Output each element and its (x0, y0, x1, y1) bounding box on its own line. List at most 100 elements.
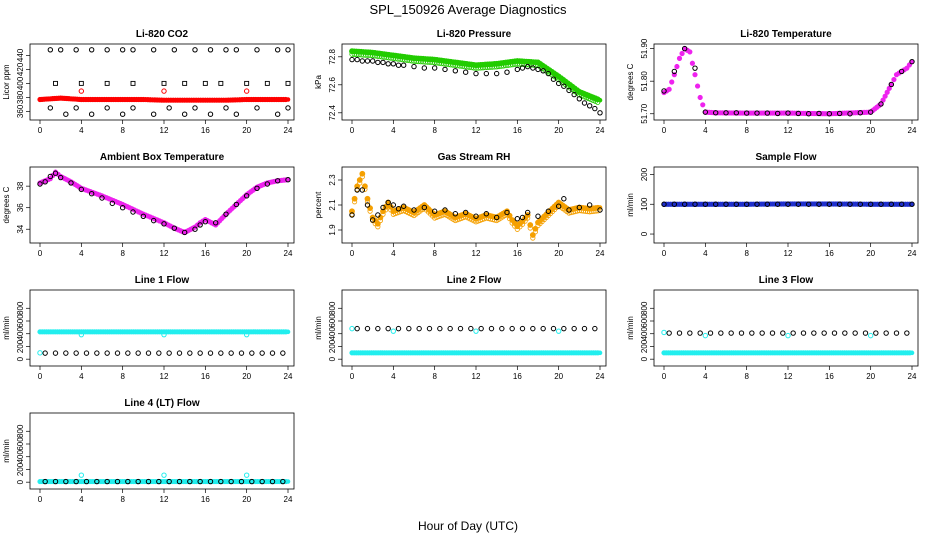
data-point (197, 222, 203, 228)
data-point (37, 181, 43, 187)
x-tick-label: 0 (662, 372, 667, 381)
plot-frame (29, 412, 295, 490)
data-point (88, 190, 95, 197)
y-axis-label: Licor ppm (2, 64, 11, 99)
y-axis-label: ml/min (314, 316, 323, 340)
data-point (592, 105, 598, 112)
data-point (676, 330, 683, 336)
data-point (519, 221, 526, 227)
data-point (354, 187, 360, 193)
x-tick-label: 4 (79, 372, 84, 381)
data-point (826, 201, 833, 207)
x-tick-label: 20 (554, 126, 563, 135)
data-point (592, 325, 598, 332)
x-tick-label: 12 (472, 126, 481, 135)
data-point (723, 110, 729, 116)
data-point (712, 110, 719, 116)
data-point (499, 325, 505, 332)
y-tick-label: 200 (16, 462, 25, 476)
data-point (421, 65, 428, 71)
data-point (785, 110, 791, 116)
series-box-temp-range (37, 169, 291, 236)
x-tick-label: 4 (391, 249, 396, 258)
panel-title: Li-820 Pressure (437, 29, 512, 40)
series-rh-average (349, 187, 603, 223)
x-tick-label: 16 (825, 249, 834, 258)
panel-line-4-lt-flow: Line 4 (LT) Flow ml/min 0 4 8 12 16 20 24 0 200400… (2, 398, 295, 504)
data-point (571, 91, 577, 98)
x-tick-label: 0 (350, 249, 355, 258)
data-point (679, 50, 685, 57)
y-tick-label: 2.1 (328, 199, 337, 211)
series-co2-spike (78, 88, 250, 94)
x-tick-label: 0 (662, 249, 667, 258)
data-point (671, 68, 678, 75)
y-tick-label: 800 (16, 424, 25, 438)
x-tick-label: 16 (825, 126, 834, 135)
data-point (99, 195, 105, 201)
data-point (504, 69, 510, 75)
data-point (171, 47, 178, 53)
data-point (712, 201, 719, 207)
data-point (243, 88, 250, 94)
data-point (493, 214, 500, 221)
data-point (733, 201, 740, 207)
data-point (478, 325, 484, 332)
data-point (181, 229, 188, 236)
panel-title: Line 4 (LT) Flow (124, 398, 200, 409)
data-point (780, 330, 786, 336)
data-point (661, 201, 667, 207)
data-point (181, 111, 188, 117)
data-point (540, 68, 546, 74)
data-point (884, 89, 890, 95)
data-point (836, 110, 843, 117)
x-tick-label: 20 (554, 372, 563, 381)
data-point (586, 202, 593, 208)
data-point (104, 105, 110, 111)
data-point (468, 325, 474, 332)
x-tick-label: 4 (79, 249, 84, 258)
data-point (426, 325, 433, 332)
data-point (145, 350, 152, 356)
data-point (694, 83, 701, 89)
data-point (228, 350, 234, 356)
data-point (192, 47, 198, 53)
series-rh-range (349, 170, 603, 241)
data-point (285, 479, 291, 484)
data-point (109, 200, 116, 207)
x-tick-label: 4 (391, 372, 396, 381)
data-point (462, 209, 469, 216)
data-point (561, 83, 567, 89)
x-tick-label: 24 (596, 372, 605, 381)
x-tick-label: 8 (744, 249, 749, 258)
data-point (400, 203, 407, 209)
data-point (161, 221, 167, 227)
data-point (166, 350, 172, 356)
x-tick-label: 0 (350, 126, 355, 135)
panel-sample-flow: Sample Flow ml/min 0 4 8 12 16 20 24 0 100 200 (626, 152, 919, 258)
y-axis-label: ml/min (2, 316, 11, 340)
y-tick-label: 36 (16, 203, 25, 212)
data-point (545, 70, 552, 77)
data-point (571, 325, 577, 332)
data-point (681, 45, 688, 52)
y-tick-label: 400 (16, 76, 25, 90)
plot-frame (341, 43, 607, 121)
data-point (114, 350, 121, 356)
data-point (140, 213, 147, 220)
y-tick-label: 400 (328, 327, 337, 341)
data-point (202, 218, 209, 225)
data-point (52, 478, 59, 485)
data-point (228, 478, 234, 485)
y-axis-label: degrees C (2, 186, 11, 223)
y-tick-label: 380 (16, 90, 25, 104)
y-tick-label: 600 (16, 437, 25, 451)
data-point (380, 211, 386, 217)
x-tick-label: 16 (201, 495, 210, 504)
y-axis-label: kPa (314, 75, 323, 89)
data-point (375, 59, 381, 66)
x-tick-label: 12 (160, 126, 169, 135)
data-point (238, 350, 245, 356)
